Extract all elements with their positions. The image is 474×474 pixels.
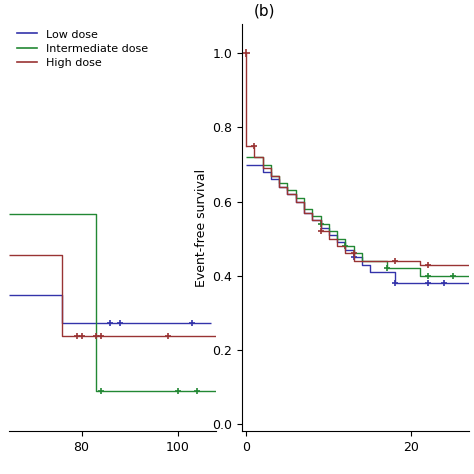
- Legend: Low dose, Intermediate dose, High dose: Low dose, Intermediate dose, High dose: [17, 29, 148, 68]
- Text: (b): (b): [254, 3, 275, 18]
- Y-axis label: Event-free survival: Event-free survival: [195, 168, 208, 287]
